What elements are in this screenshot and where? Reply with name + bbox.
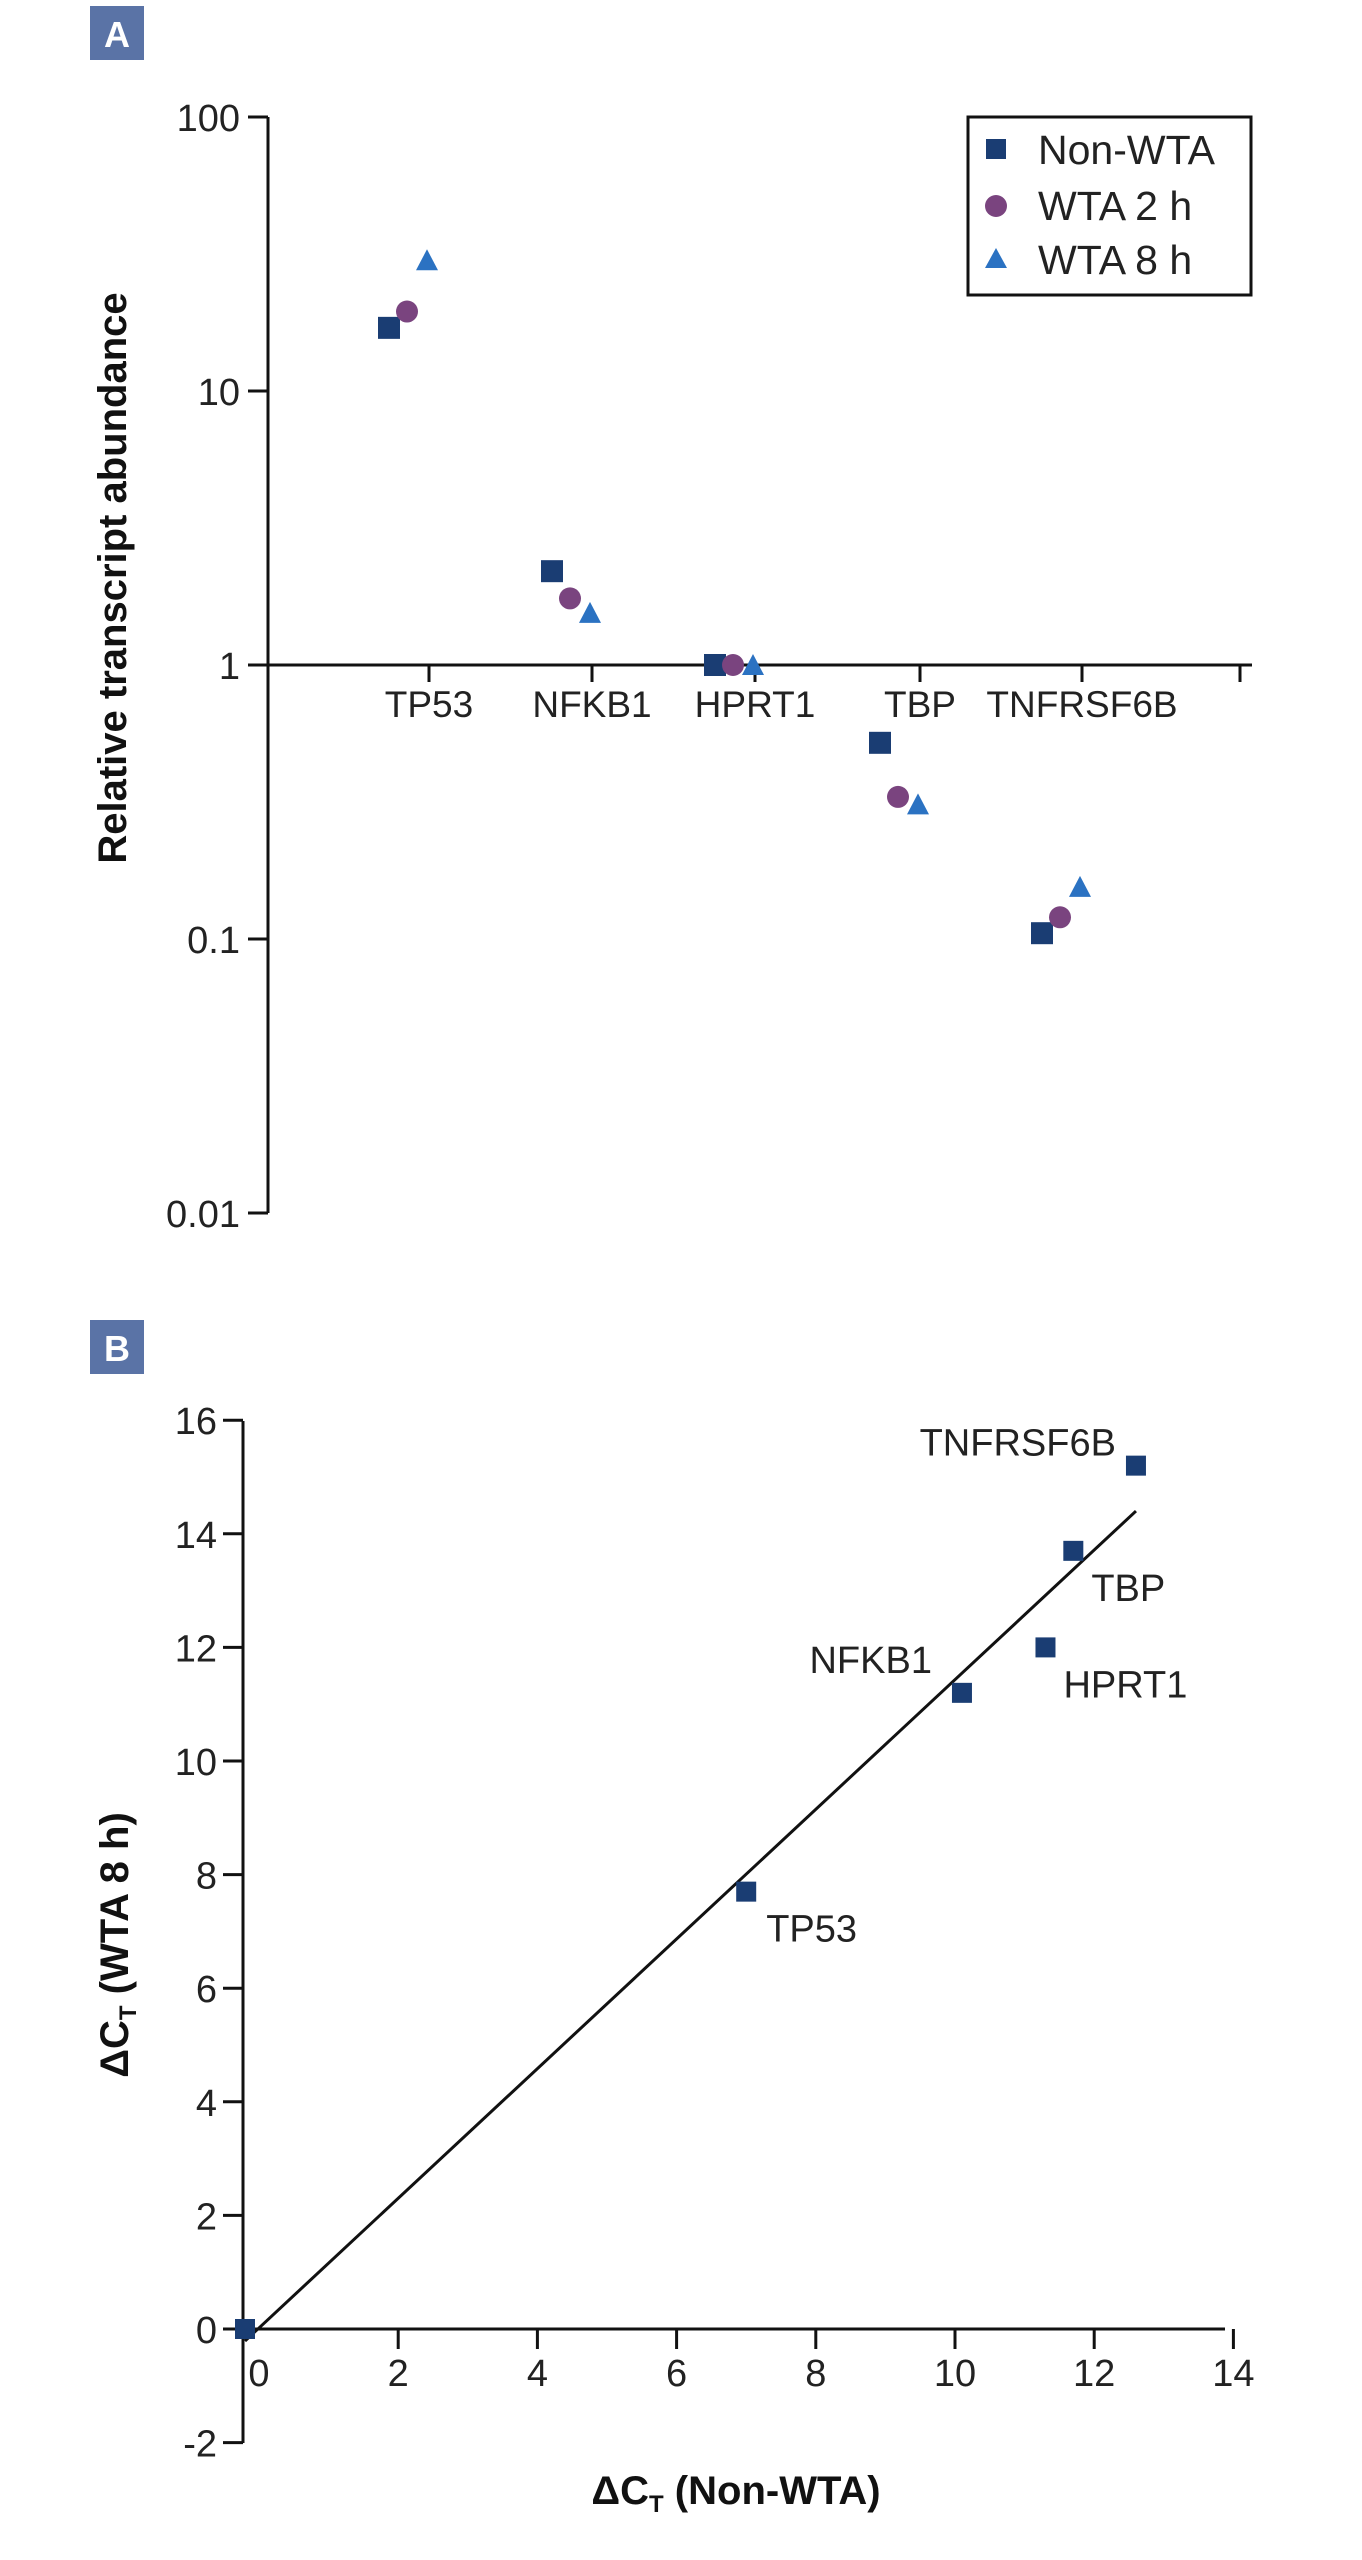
panel-a-y-tick-label: 10 [198,372,240,414]
panel-a-category-label-tbp: TBP [884,684,956,725]
panel-b-point-tp53-label: TP53 [766,1909,857,1951]
panel-a-y-tick-label: 100 [177,98,240,140]
panel-a-point-wta-8-h-tp53 [416,249,438,271]
panel-a-point-non-wta-hprt1 [704,654,726,676]
legend-wta-8h-marker [985,248,1007,268]
panel-b-x-tick-label: 4 [527,2353,548,2395]
legend-box [966,115,1253,297]
panel-b-badge [90,1320,144,1374]
panel-b-x-tick-label: 10 [934,2353,976,2395]
panel-a-badge [90,6,144,60]
panel-b-x-tick-label: 14 [1212,2353,1254,2395]
panel-a-point-wta-2-h-tp53 [396,300,418,323]
legend-wta-2h-label: WTA 2 h [1038,183,1192,229]
panel-a-point-wta-8-h-hprt1 [742,654,764,675]
panel-b-letter: B [104,1328,130,1369]
panel-b-y-ticks: -2 0 2 4 6 8 10 12 14 16 [175,1401,243,2466]
panel-b-y-tick-label: 6 [196,1969,217,2011]
panel-b-fit-line [243,1509,1137,2343]
panel-b-point-tbp [1063,1540,1084,1561]
panel-b-point-hprt1-label: HPRT1 [1063,1664,1187,1706]
panel-a-point-non-wta-tnfrsf6b [1031,922,1053,945]
panel-a-point-non-wta-tp53 [378,316,400,339]
panel-a-y-ticks: 100 10 1 0.1 0.01 [166,98,268,1236]
legend-non-wta-label: Non-WTA [1038,127,1216,173]
panel-b-points: TP53 NFKB1 HPRT1 TBP TNFRSF6B [235,1423,1187,2339]
panel-a-point-non-wta-tbp [869,731,891,754]
panel-b-y-tick-label: 2 [196,2196,217,2238]
panel-b-point-tnfrsf6b-label: TNFRSF6B [920,1423,1116,1465]
panel-a-point-non-wta-nfkb1 [541,560,563,583]
legend-wta-8h-label: WTA 8 h [1038,237,1192,283]
panel-b-y-tick-label: -2 [183,2424,217,2466]
panel-a-y-tick-label: 0.01 [166,1194,240,1236]
panel-a-category-label-hprt1: HPRT1 [695,684,816,725]
panel-a-points [378,249,1091,945]
panel-b-point-tnfrsf6b [1125,1455,1146,1476]
panel-a-category-label-nfkb1: NFKB1 [532,684,651,725]
panel-b-point-tbp-label: TBP [1091,1568,1165,1610]
panel-b-point-origin [235,2319,255,2339]
panel-b-y-tick-label: 0 [196,2310,217,2352]
panel-a-y-tick-label: 1 [219,646,240,688]
panel-a-point-wta-8-h-tnfrsf6b [1069,875,1091,897]
panel-b-x-axis-label: ΔCT (Non-WTA) [591,2469,880,2518]
panel-b-x-tick-label: 6 [666,2353,687,2395]
legend-non-wta-marker [986,139,1006,159]
panel-a-category-label-tp53: TP53 [385,684,473,725]
panel-a-point-wta-2-h-nfkb1 [559,587,581,610]
panel-b-y-tick-label: 8 [196,1856,217,1898]
panel-b-point-nfkb1 [951,1682,972,1703]
panel-b-x-tick-label: 12 [1073,2353,1115,2395]
panel-b-x-tick-label: 0 [248,2353,269,2395]
panel-a-y-axis-label: Relative transcript abundance [91,292,135,863]
panel-b-y-tick-label: 16 [175,1401,217,1443]
panel-a-point-wta-8-h-tbp [907,793,929,815]
panel-a-point-wta-8-h-nfkb1 [579,601,601,623]
panel-a-point-wta-2-h-tnfrsf6b [1049,906,1071,929]
panel-b-point-nfkb1-label: NFKB1 [809,1640,931,1682]
legend-wta-2h-marker [985,195,1007,217]
panel-b-y-tick-label: 12 [175,1628,217,1670]
panel-a: A Relative transcript abundance 100 10 1 0.… [90,6,1253,1236]
panel-b: B ΔCT (WTA 8 h) ΔCT (Non-WTA) -2 0 2 4 6 8 10 1… [90,1320,1255,2518]
panel-b-y-axis-label: ΔCT (WTA 8 h) [93,1812,142,2078]
panel-b-x-tick-label: 2 [388,2353,409,2395]
panel-a-category-label-tnfrsf6b: TNFRSF6B [986,684,1177,725]
panel-b-x-ticks: 0 2 4 6 8 10 12 14 [248,2329,1255,2395]
panel-b-y-tick-label: 10 [175,1742,217,1784]
panel-a-legend: Non-WTA WTA 2 h WTA 8 h [966,115,1253,297]
panel-a-category-ticks: TP53 NFKB1 HPRT1 TBP TNFRSF6B [385,665,1242,725]
panel-b-point-tp53 [736,1881,757,1902]
panel-b-y-tick-label: 4 [196,2083,217,2125]
panel-b-point-hprt1 [1035,1637,1056,1658]
panel-a-y-tick-label: 0.1 [187,920,240,962]
panel-a-letter: A [104,14,130,55]
panel-b-x-tick-label: 8 [805,2353,826,2395]
panel-a-point-wta-2-h-hprt1 [722,654,744,676]
panel-a-point-wta-2-h-tbp [887,785,909,808]
panel-b-y-tick-label: 14 [175,1515,217,1557]
